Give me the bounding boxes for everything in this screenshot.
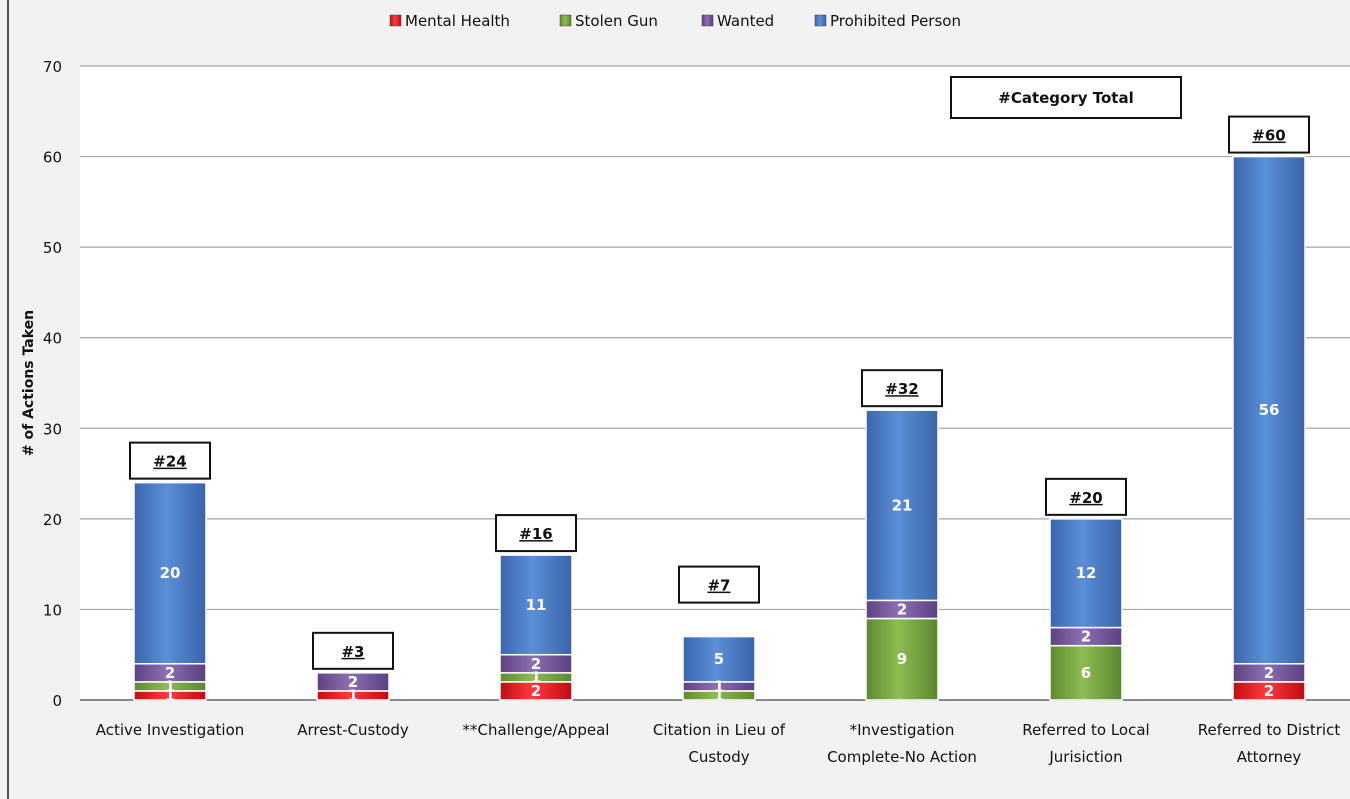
data-label: 1 <box>714 677 724 695</box>
bar-segment <box>1232 155 1306 665</box>
data-label: 2 <box>1264 664 1274 682</box>
data-label: 11 <box>526 596 547 614</box>
legend-swatch <box>389 14 402 27</box>
y-tick-label: 30 <box>43 420 62 438</box>
total-label: #24 <box>153 453 186 471</box>
y-tick-label: 40 <box>43 330 62 348</box>
data-label: 1 <box>531 668 541 686</box>
data-label: 2 <box>348 673 358 691</box>
bar-segment <box>499 554 573 656</box>
data-label: 12 <box>1076 564 1097 582</box>
total-box: #60 <box>1228 115 1310 154</box>
bar-segment <box>316 672 390 692</box>
bar-segment <box>865 409 939 602</box>
x-tick-label: Referred to Local <box>1022 721 1149 739</box>
y-tick-label: 70 <box>43 58 62 76</box>
total-box: #32 <box>861 369 943 408</box>
x-tick-label: Active Investigation <box>96 721 245 739</box>
category-total-box: #Category Total <box>950 76 1182 119</box>
x-tick-label: Citation in Lieu of <box>653 721 786 739</box>
legend-item: Mental Health <box>389 12 510 30</box>
y-axis: 0 10 20 30 40 50 60 70 <box>43 58 62 710</box>
x-tick-label: **Challenge/Appeal <box>463 721 610 739</box>
bar-segment <box>682 635 756 683</box>
data-label: 2 <box>165 664 175 682</box>
total-box: #20 <box>1045 477 1127 516</box>
y-tick-label: 0 <box>52 692 62 710</box>
legend-swatch <box>701 14 714 27</box>
data-label: 2 <box>531 655 541 673</box>
x-tick-label: *Investigation <box>850 721 955 739</box>
x-tick-label: Referred to District <box>1198 721 1341 739</box>
category-total-label: #Category Total <box>998 89 1133 107</box>
y-tick-label: 20 <box>43 511 62 529</box>
y-tick-label: 10 <box>43 601 62 619</box>
x-tick-label: Custody <box>688 748 749 766</box>
data-label: 1 <box>165 677 175 695</box>
legend-swatch <box>814 14 827 27</box>
legend-item: Stolen Gun <box>559 12 658 30</box>
total-box: #3 <box>312 631 394 670</box>
total-box: #24 <box>129 441 211 480</box>
bars <box>133 155 1306 701</box>
x-tick-label: Complete-No Action <box>827 748 977 766</box>
x-tick-label: Arrest-Custody <box>297 721 409 739</box>
data-label: 20 <box>160 564 181 582</box>
total-box: #7 <box>678 565 760 604</box>
legend-label: Stolen Gun <box>575 12 658 30</box>
legend-item: Wanted <box>701 12 774 30</box>
data-label: 1 <box>165 686 175 704</box>
data-label: 9 <box>897 650 907 668</box>
data-label: 1 <box>714 686 724 704</box>
x-tick-label: Jurisiction <box>1048 748 1122 766</box>
legend-label: Wanted <box>717 12 774 30</box>
plot-area <box>80 66 1350 700</box>
total-box: #16 <box>495 514 577 553</box>
category-totals: #24 #3 #16 #7 #32 #20 #60 <box>129 115 1310 670</box>
bar-segment <box>1049 518 1123 629</box>
legend-label: Mental Health <box>405 12 510 30</box>
bar-segment <box>865 617 939 701</box>
data-label: 5 <box>714 650 724 668</box>
legend-swatch <box>559 14 572 27</box>
total-label: #20 <box>1069 489 1102 507</box>
legend: Mental Health Stolen Gun Wanted Prohibited … <box>389 12 961 30</box>
x-tick-label: Attorney <box>1237 748 1302 766</box>
y-tick-label: 50 <box>43 239 62 257</box>
data-label: 2 <box>531 682 541 700</box>
bar-segment <box>133 481 207 665</box>
legend-label: Prohibited Person <box>830 12 961 30</box>
data-label: 6 <box>1081 664 1091 682</box>
total-label: #3 <box>341 643 364 661</box>
data-label: 1 <box>348 686 358 704</box>
total-label: #7 <box>707 577 730 595</box>
data-label: 2 <box>897 600 907 618</box>
legend-item: Prohibited Person <box>814 12 961 30</box>
data-label: 2 <box>1264 682 1274 700</box>
data-label: 21 <box>892 496 913 514</box>
x-axis: Active Investigation Arrest-Custody **Chal… <box>96 721 1341 766</box>
y-tick-label: 60 <box>43 149 62 167</box>
total-label: #60 <box>1252 127 1285 145</box>
data-label: 2 <box>1081 628 1091 646</box>
y-axis-title: # of Actions Taken <box>21 310 37 456</box>
data-label: 56 <box>1259 401 1280 419</box>
total-label: #32 <box>885 380 918 398</box>
total-label: #16 <box>519 525 552 543</box>
